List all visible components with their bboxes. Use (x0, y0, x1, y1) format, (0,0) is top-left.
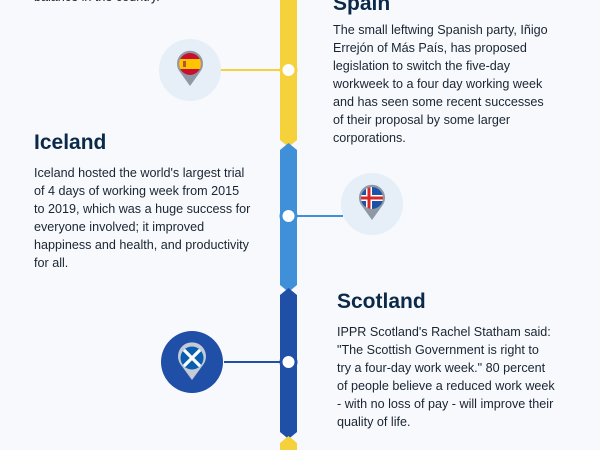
spain-heading: Spain (333, 0, 391, 15)
iceland-text: Iceland hosted the world's largest trial… (34, 166, 251, 270)
scotland-flag-pin-icon (161, 331, 223, 393)
scotland-text: IPPR Scotland's Rachel Statham said: "Th… (337, 325, 555, 429)
spain-text: The small leftwing Spanish party, Iñigo … (333, 23, 548, 145)
timeline-node-spain (279, 61, 298, 79)
iceland-flag-pin-icon (341, 173, 403, 235)
spain-flag-pin-icon (159, 39, 221, 101)
timeline-segment-yellow-bottom (280, 436, 297, 450)
scotland-heading: Scotland (337, 290, 426, 313)
timeline-node-iceland (279, 207, 298, 225)
iceland-heading: Iceland (34, 131, 107, 154)
timeline-node-scotland (279, 353, 298, 371)
top-entry-text: balance in the country. (34, 0, 274, 6)
